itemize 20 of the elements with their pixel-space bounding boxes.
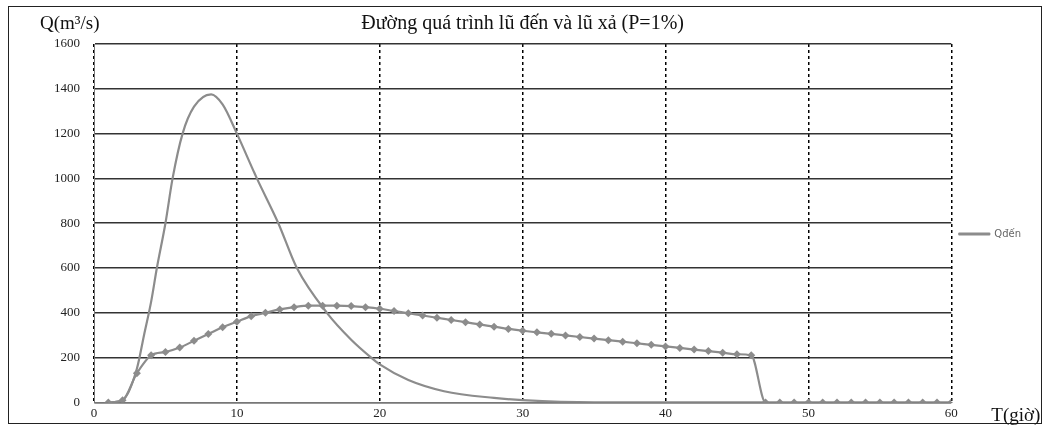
y-tick-label: 200 — [60, 349, 80, 365]
y-axis-title: Q(m³/s) — [40, 12, 100, 35]
y-tick-label: 1600 — [54, 35, 80, 51]
chart-title: Đường quá trình lũ đến và lũ xả (P=1%) — [361, 11, 684, 35]
x-tick-label: 30 — [516, 404, 530, 420]
y-tick-label: 1400 — [54, 80, 80, 96]
y-tick-label: 1000 — [54, 169, 80, 185]
x-tick-label: 50 — [801, 404, 815, 420]
x-tick-label: 60 — [944, 404, 958, 420]
y-tick-label: 0 — [73, 393, 80, 409]
x-tick-label: 40 — [659, 404, 673, 420]
y-tick-label: 600 — [60, 259, 80, 275]
y-tick-label: 1200 — [54, 125, 80, 141]
x-axis-title: T(giờ) — [991, 404, 1041, 427]
x-tick-label: 20 — [373, 404, 387, 420]
x-tick-label: 0 — [90, 404, 98, 420]
x-tick-label: 10 — [230, 404, 244, 420]
legend-label: Qđến — [994, 227, 1022, 239]
y-tick-label: 800 — [60, 214, 80, 230]
y-tick-label: 400 — [60, 304, 80, 320]
